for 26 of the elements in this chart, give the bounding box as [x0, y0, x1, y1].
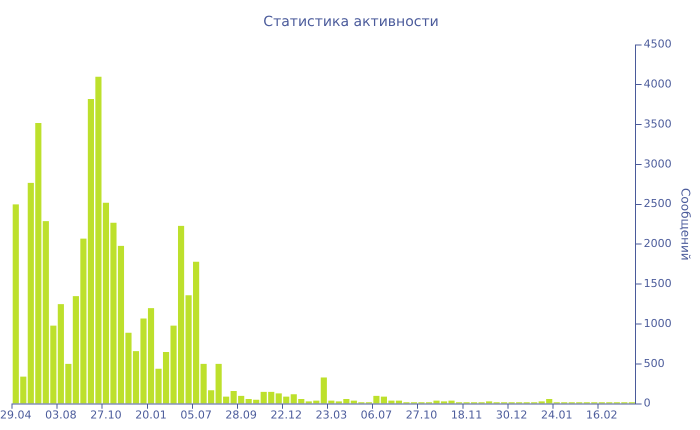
x-tick-label: 23.03	[316, 408, 348, 422]
y-tick-label: 4000	[644, 78, 672, 91]
x-tick-label: 06.07	[360, 408, 392, 422]
y-tick-label: 1000	[644, 316, 672, 330]
x-tick-label: 18.11	[450, 408, 482, 422]
x-tick-label: 05.07	[180, 408, 212, 422]
x-tick-label: 30.12	[496, 408, 528, 422]
x-tick-label: 20.01	[135, 408, 167, 422]
y-tick-label: 3500	[644, 117, 672, 130]
x-tick-label: 03.08	[45, 408, 77, 422]
y-tick-label: 0	[644, 396, 651, 410]
y-tick-label: 3000	[644, 157, 672, 170]
y-tick-label: 1500	[644, 276, 672, 290]
y-tick-label: 4500	[644, 38, 672, 51]
x-tick-label: 16.02	[586, 408, 618, 422]
x-tick-label: 29.04	[0, 408, 32, 422]
x-tick-label: 22.12	[270, 408, 302, 422]
x-tick-label: 28.09	[225, 408, 257, 422]
x-tick-label: 27.10	[90, 408, 122, 422]
y-tick-label: 500	[644, 356, 665, 370]
y-tick-label: 2000	[644, 237, 672, 250]
x-tick-label: 24.01	[540, 408, 572, 422]
y-axis-title: Сообщений	[678, 188, 693, 261]
chart-title: Статистика активности	[263, 14, 439, 30]
y-tick-label: 2500	[644, 197, 672, 210]
x-tick-label: 27.10	[406, 408, 438, 422]
